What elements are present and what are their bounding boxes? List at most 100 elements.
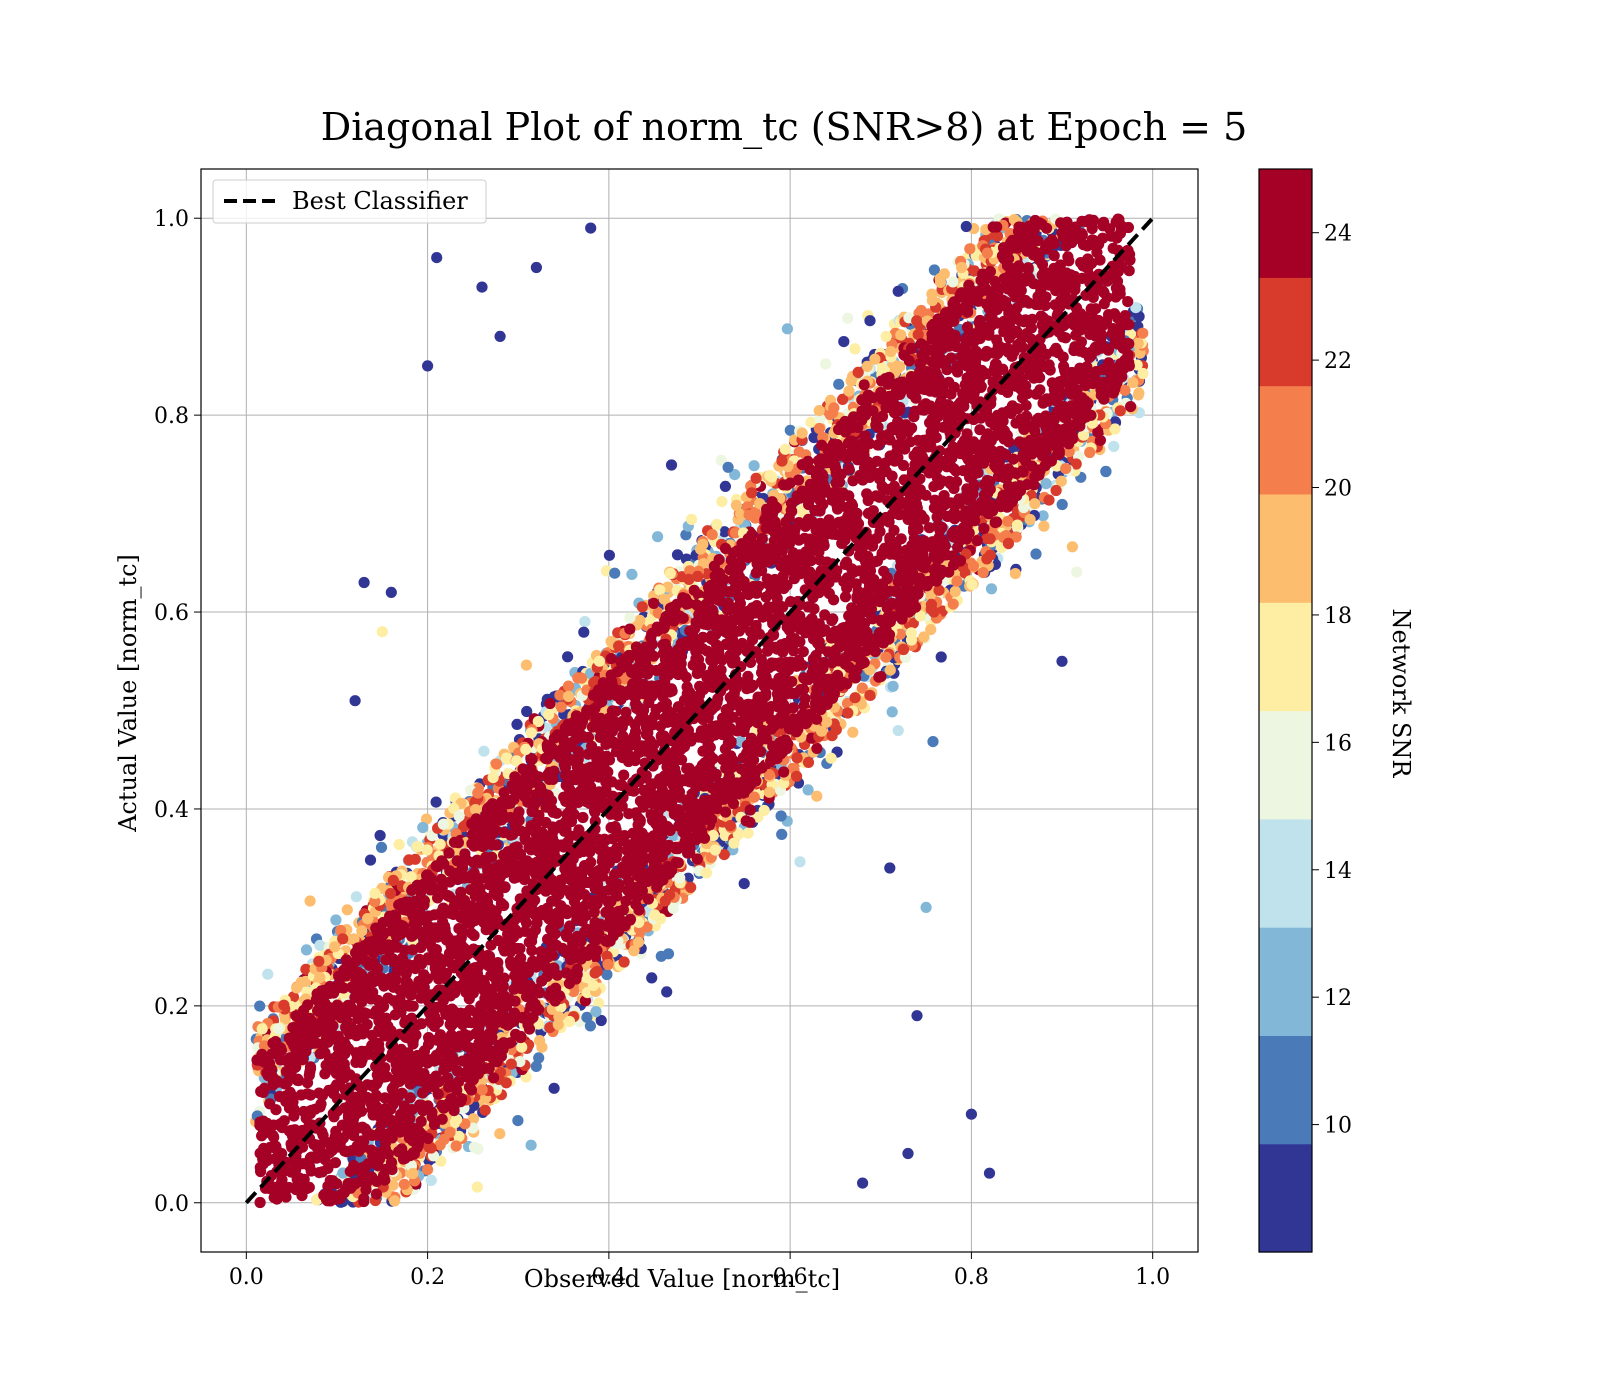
data-point xyxy=(467,1113,480,1125)
data-point xyxy=(778,766,790,778)
data-point xyxy=(1094,434,1106,446)
data-point xyxy=(892,285,904,297)
data-point xyxy=(634,614,646,626)
data-point xyxy=(1114,405,1126,417)
data-point xyxy=(543,709,555,721)
data-point xyxy=(490,758,503,770)
data-point xyxy=(578,626,590,638)
data-point xyxy=(695,543,707,555)
y-axis-label: Actual Value [norm_tc] xyxy=(114,554,142,833)
data-point xyxy=(662,948,675,960)
data-point xyxy=(692,570,704,583)
data-point xyxy=(718,526,731,538)
data-point xyxy=(716,496,728,508)
data-point xyxy=(1108,440,1120,452)
data-point xyxy=(422,1164,434,1176)
data-point xyxy=(665,459,678,471)
data-point xyxy=(389,1195,401,1207)
data-point xyxy=(816,725,828,737)
data-point xyxy=(825,752,837,764)
data-point xyxy=(1037,510,1049,522)
data-point xyxy=(603,549,616,561)
data-point xyxy=(341,904,353,916)
data-point xyxy=(576,672,588,684)
data-point xyxy=(450,1140,462,1152)
data-point xyxy=(833,378,845,390)
data-point xyxy=(628,945,640,957)
data-point xyxy=(525,1139,537,1151)
data-point xyxy=(1030,548,1042,560)
data-point xyxy=(613,640,625,652)
data-point xyxy=(487,772,499,784)
data-point xyxy=(671,549,684,561)
data-point xyxy=(886,706,898,718)
plot-area: 0.00.00.20.20.40.40.60.60.80.81.01.0 xyxy=(154,168,1199,1290)
data-point xyxy=(350,891,362,903)
data-point xyxy=(808,432,820,444)
data-point xyxy=(256,1023,268,1035)
data-point xyxy=(781,323,794,335)
data-point xyxy=(393,838,405,851)
data-point xyxy=(278,999,290,1011)
data-point xyxy=(880,651,892,663)
data-point xyxy=(873,671,885,683)
x-axis-label: Observed Value [norm_tc] xyxy=(524,1265,840,1293)
data-point xyxy=(520,659,533,671)
data-point xyxy=(813,405,825,417)
data-point xyxy=(375,841,388,854)
data-point xyxy=(314,971,326,984)
data-point xyxy=(520,743,532,756)
data-point xyxy=(291,982,303,994)
data-point xyxy=(618,956,630,968)
data-point xyxy=(254,1196,266,1209)
data-point xyxy=(1040,478,1052,490)
data-point xyxy=(746,487,758,499)
data-point xyxy=(362,913,374,925)
data-point xyxy=(934,273,946,285)
data-point xyxy=(530,1060,542,1072)
data-point xyxy=(674,872,686,884)
data-point xyxy=(548,1082,560,1094)
data-point xyxy=(838,336,850,348)
data-point xyxy=(453,810,465,822)
data-point xyxy=(525,727,538,739)
data-point xyxy=(947,276,959,288)
data-point xyxy=(1024,513,1036,526)
data-point xyxy=(329,941,341,953)
data-point xyxy=(918,631,930,643)
data-point xyxy=(421,844,433,856)
scatter-points xyxy=(250,213,1149,1209)
chart-title: Diagonal Plot of norm_tc (SNR>8) at Epoc… xyxy=(321,105,1248,150)
data-point xyxy=(562,651,574,663)
data-point xyxy=(659,895,671,907)
data-point xyxy=(686,513,698,526)
data-point xyxy=(842,707,854,719)
data-point xyxy=(1056,498,1068,511)
data-point xyxy=(471,1181,483,1193)
data-point xyxy=(562,680,575,692)
data-point xyxy=(411,841,423,853)
data-point xyxy=(579,616,591,628)
data-point xyxy=(425,1142,437,1154)
data-point xyxy=(843,385,855,397)
data-point xyxy=(927,736,939,748)
data-point xyxy=(847,726,859,738)
data-point xyxy=(1125,401,1137,413)
data-point xyxy=(791,752,803,764)
data-point xyxy=(590,1006,602,1018)
data-point xyxy=(680,529,692,541)
data-point xyxy=(984,533,996,545)
data-point xyxy=(892,725,904,737)
data-point xyxy=(589,967,601,979)
data-point xyxy=(1066,541,1078,553)
data-point xyxy=(784,424,796,436)
data-point xyxy=(314,939,326,951)
data-point xyxy=(512,1115,524,1127)
data-point xyxy=(661,986,673,998)
data-point xyxy=(417,821,429,834)
data-point xyxy=(1002,515,1014,527)
data-point xyxy=(820,358,832,370)
data-point xyxy=(1038,520,1050,532)
data-point xyxy=(364,854,377,866)
